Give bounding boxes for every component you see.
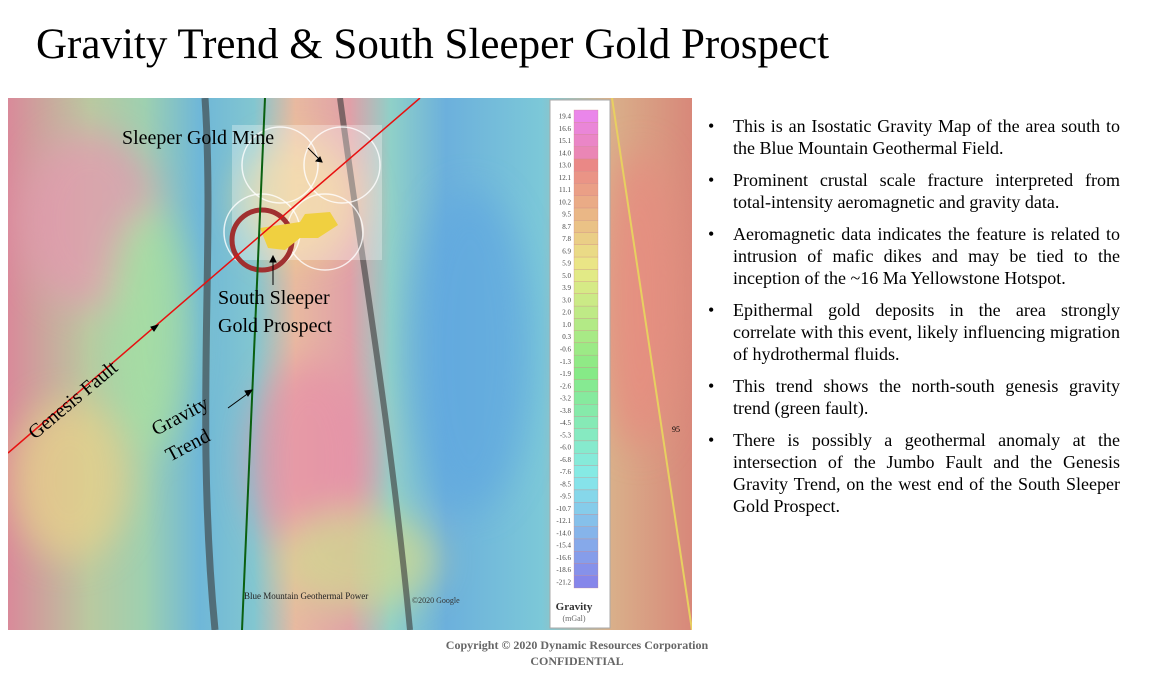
legend-swatch xyxy=(573,440,599,454)
legend-swatch xyxy=(573,354,599,368)
map: Sleeper Gold Mine South Sleeper Gold Prosp… xyxy=(8,98,692,630)
legend-swatch xyxy=(573,367,599,380)
footer: Copyright © 2020 Dynamic Resources Corpo… xyxy=(377,637,777,669)
legend-swatch xyxy=(573,563,599,576)
legend-value: -7.6 xyxy=(560,468,572,476)
legend-value: -0.6 xyxy=(560,346,572,354)
legend-value: -14.0 xyxy=(556,529,571,537)
legend-value: 19.4 xyxy=(559,113,572,121)
legend-swatch xyxy=(573,207,599,221)
bullet: Prominent crustal scale fracture interpr… xyxy=(708,169,1120,213)
legend-swatch xyxy=(573,575,599,589)
legend-value: 8.7 xyxy=(562,223,571,231)
legend-value: 12.1 xyxy=(559,174,572,182)
legend-swatch xyxy=(573,416,599,429)
legend-value: -6.8 xyxy=(560,456,572,464)
legend-value: -9.5 xyxy=(560,493,572,501)
confidential: CONFIDENTIAL xyxy=(530,654,624,668)
legend-value: 3.9 xyxy=(562,284,571,292)
legend-swatch xyxy=(573,428,599,442)
legend-value: 7.8 xyxy=(562,235,571,243)
bullet: Aeromagnetic data indicates the feature … xyxy=(708,223,1120,289)
legend-title: Gravity xyxy=(556,601,593,613)
legend-value: -3.2 xyxy=(560,395,572,403)
map-label: ©2020 Google xyxy=(412,596,460,605)
legend-value: -21.2 xyxy=(556,578,571,586)
legend-swatch xyxy=(573,134,599,147)
legend-swatch xyxy=(573,293,599,307)
legend-swatch xyxy=(573,330,599,344)
legend-value: -15.4 xyxy=(556,542,571,550)
legend-value: -2.6 xyxy=(560,382,572,390)
legend-unit: (mGal) xyxy=(562,614,585,623)
legend-value: 11.1 xyxy=(559,186,571,194)
legend-value: -4.5 xyxy=(560,419,572,427)
legend-swatch xyxy=(573,281,599,294)
legend-swatch xyxy=(573,171,599,184)
legend-swatch xyxy=(573,122,599,135)
legend-swatch xyxy=(573,477,599,491)
legend-swatch xyxy=(573,269,599,282)
legend-value: -18.6 xyxy=(556,566,571,574)
legend-swatch xyxy=(573,342,599,356)
legend-value: 9.5 xyxy=(562,211,571,219)
legend-swatch xyxy=(573,465,599,478)
legend-swatch xyxy=(573,526,599,540)
legend-value: 6.9 xyxy=(562,247,571,255)
legend-swatch xyxy=(573,305,599,319)
map-label: Gold Prospect xyxy=(218,315,332,337)
legend-swatch xyxy=(573,502,599,515)
legend-value: -3.8 xyxy=(560,407,572,415)
map-label: Sleeper Gold Mine xyxy=(122,127,274,149)
legend-value: -8.5 xyxy=(560,480,572,488)
legend-swatch xyxy=(573,195,599,209)
legend-value: -16.6 xyxy=(556,554,571,562)
bullet: This is an Isostatic Gravity Map of the … xyxy=(708,115,1120,159)
legend-swatch xyxy=(573,551,599,564)
legend-value: -1.3 xyxy=(560,358,572,366)
legend-swatch xyxy=(573,232,599,245)
map-label: South Sleeper xyxy=(218,287,330,309)
map-label: 95 xyxy=(672,425,680,434)
copyright: Copyright © 2020 Dynamic Resources Corpo… xyxy=(445,638,709,652)
legend-value: 14.0 xyxy=(559,149,572,157)
legend-swatch xyxy=(573,158,599,172)
legend-swatch xyxy=(573,318,599,331)
legend-value: -10.7 xyxy=(556,505,571,513)
legend-value: 1.0 xyxy=(562,321,571,329)
bullet: There is possibly a geothermal anomaly a… xyxy=(708,429,1120,517)
legend-value: -1.9 xyxy=(560,370,572,378)
legend-swatch xyxy=(573,391,599,405)
legend-swatch xyxy=(573,538,599,552)
bullet: Epithermal gold deposits in the area str… xyxy=(708,299,1120,365)
legend-value: 16.6 xyxy=(559,125,572,133)
legend-value: 5.0 xyxy=(562,272,571,280)
legend-value: 10.2 xyxy=(559,198,572,206)
legend-swatch xyxy=(573,514,599,527)
legend-value: 13.0 xyxy=(559,162,572,170)
legend-swatch xyxy=(573,453,599,466)
legend-swatch xyxy=(573,244,599,258)
legend-value: -5.3 xyxy=(560,431,572,439)
bullet-list: This is an Isostatic Gravity Map of the … xyxy=(708,115,1120,527)
legend-swatch xyxy=(573,183,599,196)
legend-swatch xyxy=(573,256,599,270)
legend-value: 15.1 xyxy=(559,137,572,145)
legend-value: -12.1 xyxy=(556,517,571,525)
legend-value: 2.0 xyxy=(562,309,571,317)
legend-swatch xyxy=(573,489,599,503)
bullet: This trend shows the north-south genesis… xyxy=(708,375,1120,419)
legend-swatch xyxy=(573,220,599,233)
map-label: Blue Mountain Geothermal Power xyxy=(244,591,368,601)
legend-swatch xyxy=(573,379,599,393)
legend-value: 3.0 xyxy=(562,296,571,304)
legend-value: 0.3 xyxy=(562,333,571,341)
slide-title: Gravity Trend & South Sleeper Gold Prosp… xyxy=(36,21,830,68)
legend-swatch xyxy=(573,109,599,123)
legend-swatch xyxy=(573,146,599,160)
legend-swatch xyxy=(573,404,599,417)
legend-value: -6.0 xyxy=(560,444,572,452)
legend-value: 5.9 xyxy=(562,260,571,268)
